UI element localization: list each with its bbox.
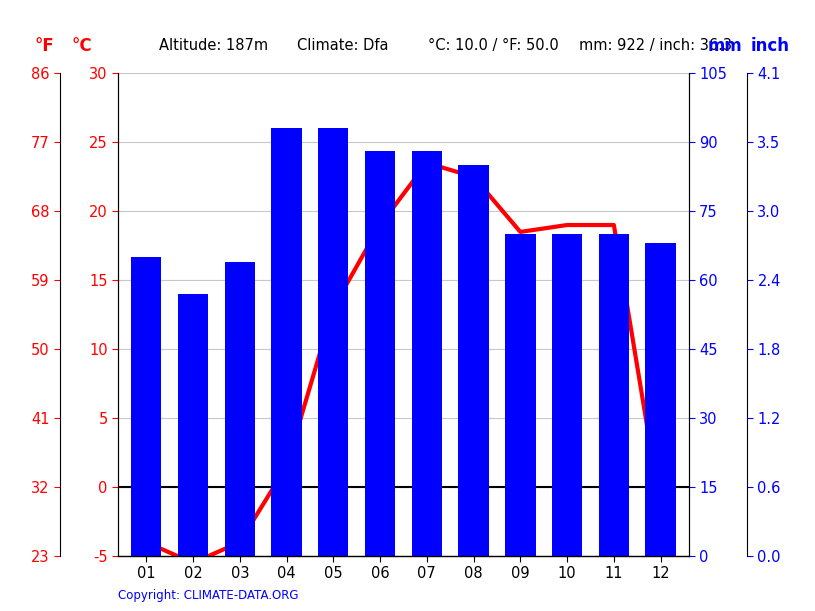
Text: °C: °C [71, 37, 92, 55]
Text: Copyright: CLIMATE-DATA.ORG: Copyright: CLIMATE-DATA.ORG [118, 589, 298, 602]
Bar [318, 128, 349, 556]
Bar [645, 243, 676, 556]
Bar [365, 152, 395, 556]
Bar [178, 294, 208, 556]
Bar [271, 128, 302, 556]
Text: °C: 10.0 / °F: 50.0: °C: 10.0 / °F: 50.0 [428, 38, 558, 53]
Text: Altitude: 187m: Altitude: 187m [159, 38, 268, 53]
Text: Climate: Dfa: Climate: Dfa [297, 38, 389, 53]
Text: mm: 922 / inch: 36.3: mm: 922 / inch: 36.3 [579, 38, 732, 53]
Bar [131, 257, 161, 556]
Bar [505, 234, 535, 556]
Text: mm: mm [708, 37, 742, 55]
Bar [599, 234, 629, 556]
Bar [458, 165, 489, 556]
Text: inch: inch [751, 37, 790, 55]
Bar [412, 152, 442, 556]
Bar [225, 262, 255, 556]
Bar [552, 234, 582, 556]
Text: °F: °F [35, 37, 55, 55]
